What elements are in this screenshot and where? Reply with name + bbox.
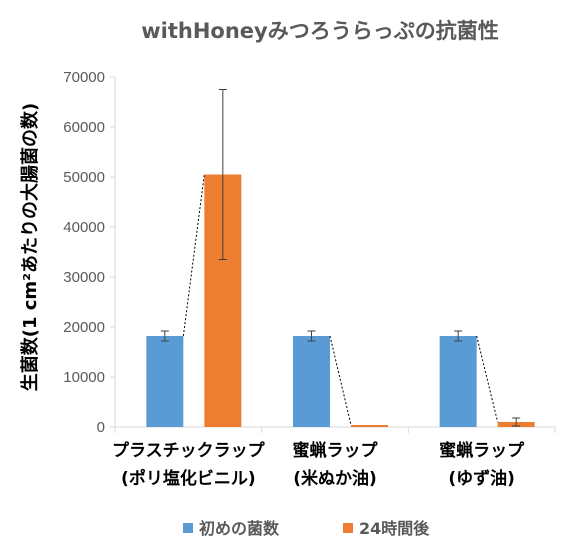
legend-label: 初めの菌数 xyxy=(199,519,280,538)
connector-line xyxy=(476,335,499,423)
y-tick-label: 20000 xyxy=(63,319,105,336)
y-tick-label: 60000 xyxy=(63,119,105,136)
y-tick-label: 30000 xyxy=(63,269,105,286)
legend-swatch xyxy=(343,523,353,533)
bar-after-24h xyxy=(351,425,388,427)
bar-initial xyxy=(439,336,477,427)
x-category-label: 蜜蝋ラップ xyxy=(439,440,525,461)
connector-line xyxy=(182,174,205,337)
y-tick-label: 0 xyxy=(97,419,105,436)
plot-area: 0 10000 20000 30000 40000 50000 60000 70000 プラスチ… xyxy=(63,69,556,538)
x-category-label: (ゆず油) xyxy=(448,468,515,489)
x-category-label: (米ぬか油) xyxy=(293,468,377,489)
bar-initial xyxy=(146,336,184,427)
legend-label: 24時間後 xyxy=(359,519,430,538)
connector-line xyxy=(329,335,352,426)
y-tick-label: 70000 xyxy=(63,69,105,86)
x-category-label: (ポリ塩化ビニル) xyxy=(121,468,256,489)
chart-title: withHoneyみつろうらっぷの抗菌性 xyxy=(141,19,498,43)
x-category-label: プラスチックラップ xyxy=(112,440,266,461)
y-tick-label: 40000 xyxy=(63,219,105,236)
y-tick-label: 10000 xyxy=(63,369,105,386)
bar-initial xyxy=(293,336,330,427)
legend-swatch xyxy=(183,523,193,533)
x-category-label: 蜜蝋ラップ xyxy=(293,440,379,461)
y-tick-label: 50000 xyxy=(63,169,105,186)
y-axis-label: 生菌数(1 cm²あたりの大腸菌の数) xyxy=(19,103,41,392)
